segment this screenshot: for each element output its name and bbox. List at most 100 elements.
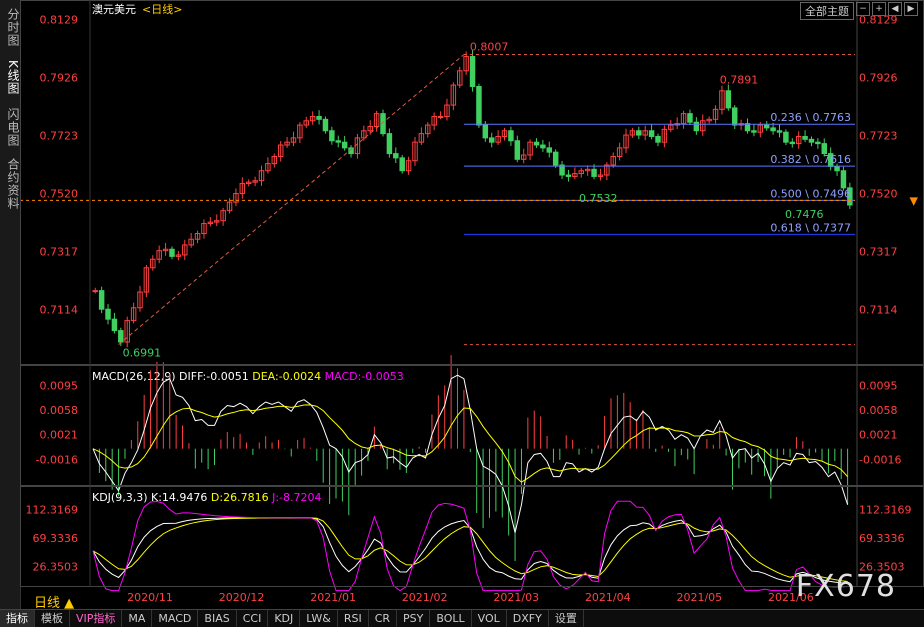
candle-body bbox=[687, 113, 693, 123]
macd-panel: MACD(26,12,9) DIFF:-0.0051 DEA:-0.0024 M… bbox=[92, 355, 849, 562]
toolbar-item[interactable]: CCI bbox=[237, 610, 269, 627]
candle-body bbox=[418, 133, 425, 143]
macd-dea-line bbox=[92, 404, 848, 483]
candle-body bbox=[444, 104, 450, 117]
x-tick: 2021/05 bbox=[676, 591, 722, 604]
toolbar-item[interactable]: DXFY bbox=[507, 610, 549, 627]
candle-body bbox=[623, 134, 629, 149]
candle-body bbox=[789, 141, 796, 145]
toolbar-item[interactable]: 指标 bbox=[0, 610, 35, 627]
candle-body bbox=[341, 141, 348, 149]
toolbar-item[interactable]: LW& bbox=[300, 610, 338, 627]
candle-body bbox=[393, 153, 399, 159]
candle-body bbox=[572, 173, 578, 177]
candle-body bbox=[303, 120, 310, 126]
candle-body bbox=[265, 163, 271, 172]
candle-body bbox=[437, 115, 444, 118]
candle-body bbox=[578, 170, 584, 175]
candle-body bbox=[124, 320, 130, 343]
candle-body bbox=[98, 290, 105, 310]
y-tick-right: 0.7926 bbox=[859, 72, 898, 85]
fib-label: 0.236 \ 0.7763 bbox=[770, 111, 851, 124]
candle-body bbox=[457, 70, 463, 86]
macd-y-tick: 0.0095 bbox=[40, 379, 79, 392]
kdj-y-tick-right: 26.3503 bbox=[859, 561, 905, 574]
candle-body bbox=[540, 144, 546, 149]
candle-body bbox=[642, 130, 648, 136]
candle-body bbox=[520, 154, 527, 160]
kdj-y-tick-right: 112.3169 bbox=[859, 504, 912, 517]
candle-body bbox=[495, 135, 501, 143]
candle-body bbox=[239, 183, 246, 195]
candle-body bbox=[731, 107, 738, 126]
candle-body bbox=[201, 223, 207, 235]
candle-body bbox=[783, 131, 789, 143]
candle-body bbox=[527, 141, 533, 156]
macd-y-tick-right: 0.0095 bbox=[859, 379, 898, 392]
candle-body bbox=[322, 118, 329, 132]
macd-y-tick: -0.0016 bbox=[36, 453, 78, 466]
macd-y-tick: 0.0021 bbox=[40, 429, 79, 442]
macd-y-tick-right: 0.0058 bbox=[859, 404, 898, 417]
toolbar-item[interactable]: MACD bbox=[152, 610, 199, 627]
x-tick: 2021/01 bbox=[310, 591, 356, 604]
x-tick: 2021/03 bbox=[493, 591, 539, 604]
indicator-toolbar: 指标 模板 VIP指标 MA MACD BIAS CCI KDJ LW& RSI CR PSY BOLL… bbox=[0, 609, 924, 627]
tab-contract-info[interactable]: 合约资料 bbox=[6, 158, 20, 210]
toolbar-item[interactable]: 模板 bbox=[35, 610, 70, 627]
y-tick-right: 0.7520 bbox=[859, 188, 898, 201]
candle-body bbox=[706, 118, 712, 122]
toolbar-item[interactable]: PSY bbox=[397, 610, 431, 627]
period-label[interactable]: 日线 ▲ bbox=[34, 596, 75, 611]
candle-body bbox=[386, 133, 393, 155]
plus-icon[interactable]: + bbox=[872, 2, 886, 16]
kdj-y-tick-right: 69.3336 bbox=[859, 532, 905, 545]
price-annotation: 0.7891 bbox=[720, 74, 759, 87]
macd-frame bbox=[20, 365, 924, 486]
candle-body bbox=[751, 130, 757, 133]
y-tick-left: 0.7317 bbox=[40, 246, 79, 259]
chart-canvas: 0.236 \ 0.7763 0.382 \ 0.7616 0.500 \ 0.74… bbox=[20, 0, 924, 604]
x-tick: 2020/12 bbox=[219, 591, 265, 604]
candle-body bbox=[770, 127, 776, 132]
fib-label: 0.500 \ 0.7496 bbox=[770, 187, 851, 200]
tab-flash[interactable]: 闪电图 bbox=[6, 107, 20, 147]
candle-body bbox=[450, 84, 457, 106]
toolbar-item[interactable]: VOL bbox=[472, 610, 507, 627]
toolbar-item[interactable]: MA bbox=[122, 610, 153, 627]
macd-y-tick-right: -0.0016 bbox=[859, 453, 901, 466]
candle-body bbox=[501, 130, 508, 137]
candle-body bbox=[162, 248, 169, 252]
candle-body bbox=[284, 141, 290, 146]
kdj-d-line bbox=[92, 517, 848, 583]
x-tick: 2020/11 bbox=[127, 591, 173, 604]
trend-line bbox=[118, 54, 465, 345]
candle-body bbox=[636, 130, 642, 136]
candle-body bbox=[700, 120, 706, 132]
candle-body bbox=[668, 124, 674, 130]
minus-icon[interactable]: − bbox=[856, 2, 870, 16]
kdj-y-tick: 69.3336 bbox=[33, 532, 79, 545]
tab-kline[interactable]: K线图 bbox=[6, 59, 20, 95]
candle-body bbox=[194, 233, 201, 240]
toolbar-item[interactable]: BOLL bbox=[430, 610, 472, 627]
macd-diff-line bbox=[92, 374, 849, 533]
candle-body bbox=[719, 90, 725, 110]
toolbar-item[interactable]: VIP指标 bbox=[70, 610, 123, 627]
left-arrow-icon[interactable]: ◀ bbox=[888, 2, 902, 16]
macd-y-tick: 0.0058 bbox=[40, 404, 79, 417]
left-sidebar: 分时图 K线图 闪电图 合约资料 bbox=[0, 0, 21, 609]
candle-body bbox=[431, 115, 437, 126]
right-arrow-icon[interactable]: ▶ bbox=[904, 2, 918, 16]
candle-body bbox=[175, 254, 182, 257]
toolbar-item[interactable]: 设置 bbox=[549, 610, 584, 627]
toolbar-item[interactable]: CR bbox=[369, 610, 398, 627]
candle-body bbox=[92, 290, 98, 293]
theme-button[interactable]: 全部主题 bbox=[800, 2, 854, 20]
toolbar-item[interactable]: KDJ bbox=[268, 610, 301, 627]
toolbar-item[interactable]: BIAS bbox=[198, 610, 237, 627]
toolbar-item[interactable]: RSI bbox=[338, 610, 369, 627]
tab-timeshare[interactable]: 分时图 bbox=[6, 7, 20, 47]
candle-body bbox=[616, 147, 623, 157]
x-tick: 2021/02 bbox=[402, 591, 448, 604]
